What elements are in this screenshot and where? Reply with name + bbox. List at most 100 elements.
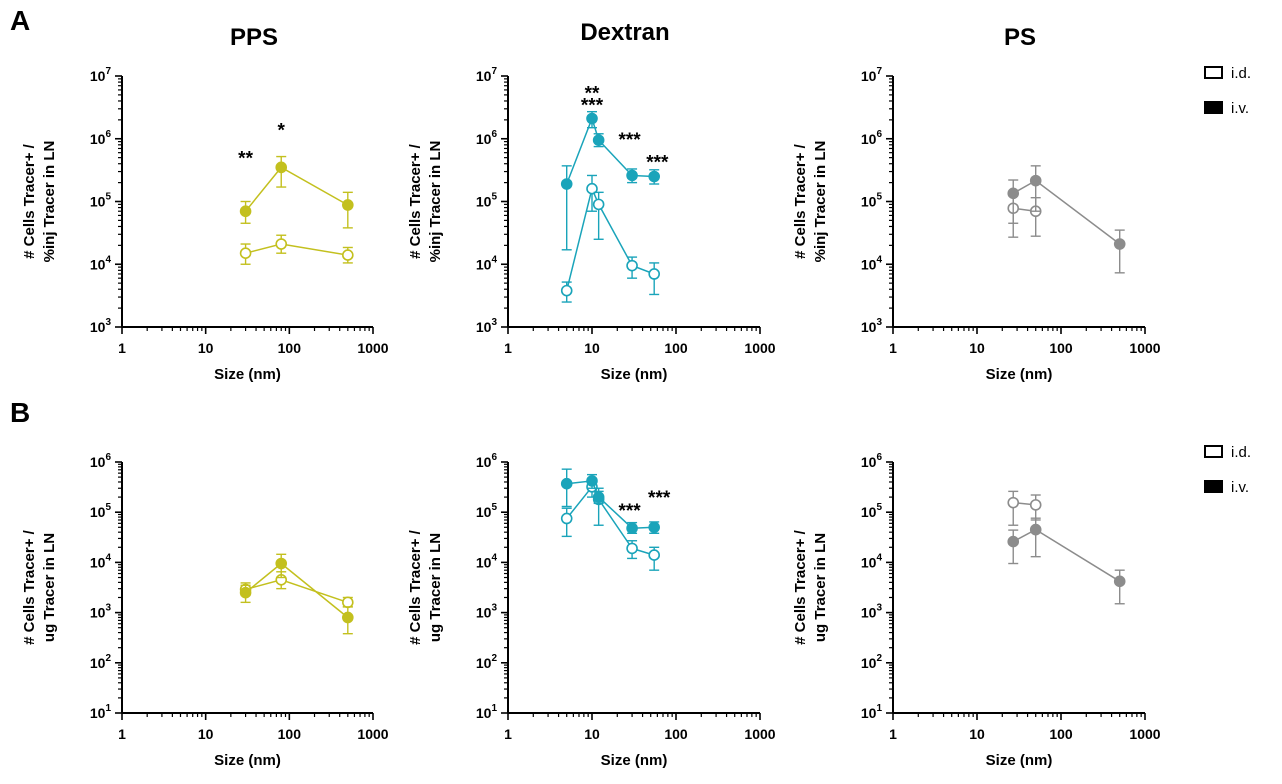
x-axis-title: Size (nm) — [601, 366, 668, 383]
legend-marker-filled — [1204, 101, 1223, 114]
data-point — [648, 170, 660, 183]
y-tick-exp: 6 — [876, 129, 882, 140]
y-tick-label: 106 — [90, 129, 112, 147]
column-title-ps: PS — [1004, 24, 1036, 51]
data-point — [560, 284, 573, 297]
x-tick-label: 10 — [198, 726, 214, 742]
y-axis-title-line-1: # Cells Tracer+ / — [407, 529, 424, 644]
series-iv — [239, 553, 354, 635]
y-tick-label: 104 — [476, 254, 498, 272]
y-tick-label: 101 — [861, 703, 883, 721]
y-tick-base: 10 — [476, 256, 492, 272]
y-tick-label: 104 — [861, 552, 883, 570]
y-tick-base: 10 — [476, 454, 492, 470]
y-axis-title-line-2: ug Tracer in LN — [41, 533, 58, 642]
data-point — [626, 169, 638, 182]
y-tick-exp: 6 — [105, 452, 111, 463]
y-tick-base: 10 — [861, 655, 877, 671]
legend-marker-filled — [1204, 480, 1223, 493]
legend-a: i.d. i.v. — [1204, 65, 1251, 117]
y-tick-base: 10 — [476, 605, 492, 621]
x-tick-label: 100 — [278, 726, 302, 742]
y-tick-exp: 7 — [105, 66, 111, 77]
y-tick-exp: 1 — [876, 703, 882, 714]
series-line — [245, 562, 349, 619]
data-point — [648, 549, 660, 561]
y-tick-exp: 1 — [105, 703, 111, 714]
y-tick-exp: 5 — [876, 192, 882, 203]
x-tick-label: 1 — [504, 726, 512, 742]
legend-label-id: i.d. — [1231, 65, 1251, 82]
x-axis-title: Size (nm) — [214, 366, 281, 383]
y-tick-base: 10 — [476, 194, 492, 210]
y-tick-exp: 4 — [876, 254, 882, 265]
y-tick-label: 101 — [90, 703, 112, 721]
x-tick-label: 10 — [584, 340, 600, 356]
y-tick-base: 10 — [861, 454, 877, 470]
y-tick-label: 105 — [90, 502, 112, 520]
y-tick-label: 106 — [861, 129, 883, 147]
y-tick-base: 10 — [90, 605, 106, 621]
series-id — [560, 174, 660, 303]
y-tick-exp: 6 — [491, 452, 497, 463]
y-tick-exp: 5 — [105, 192, 111, 203]
series-line — [566, 116, 655, 185]
data-point — [648, 521, 660, 534]
column-title-pps: PPS — [230, 24, 278, 51]
data-point — [560, 178, 573, 190]
series-line — [565, 186, 655, 291]
data-point — [626, 542, 638, 555]
series-line — [566, 485, 655, 556]
y-axis-title-line-1: # Cells Tracer+ / — [21, 143, 38, 258]
y-tick-exp: 6 — [491, 129, 497, 140]
y-tick-base: 10 — [861, 68, 877, 84]
y-tick-base: 10 — [476, 131, 492, 147]
y-tick-exp: 3 — [105, 317, 111, 328]
y-tick-base: 10 — [476, 68, 492, 84]
y-tick-label: 102 — [476, 653, 498, 671]
y-tick-base: 10 — [861, 319, 877, 335]
y-tick-label: 104 — [861, 254, 883, 272]
data-point — [626, 522, 638, 535]
data-point — [239, 247, 252, 260]
series-line — [566, 480, 655, 529]
y-tick-base: 10 — [476, 655, 492, 671]
series-line — [245, 579, 349, 604]
y-tick-base: 10 — [476, 504, 492, 520]
y-tick-label: 102 — [861, 653, 883, 671]
y-tick-exp: 4 — [876, 552, 882, 563]
y-tick-base: 10 — [476, 554, 492, 570]
y-tick-label: 105 — [90, 192, 112, 210]
y-axis-title-line-1: # Cells Tracer+ / — [792, 143, 809, 258]
y-tick-base: 10 — [476, 705, 492, 721]
significance-label: *** — [648, 488, 671, 509]
y-tick-exp: 3 — [876, 603, 882, 614]
x-tick-label: 100 — [664, 340, 688, 356]
y-tick-label: 106 — [90, 452, 112, 470]
y-tick-label: 104 — [90, 254, 112, 272]
x-tick-label: 1 — [118, 726, 126, 742]
legend-label-id: i.d. — [1231, 444, 1251, 461]
series-id — [239, 234, 354, 265]
data-point — [586, 182, 598, 195]
data-point — [239, 586, 252, 599]
x-tick-label: 1 — [118, 340, 126, 356]
y-tick-label: 101 — [476, 703, 498, 721]
series-iv — [560, 468, 660, 535]
data-point — [1007, 535, 1020, 548]
data-point — [342, 611, 354, 624]
x-tick-label: 100 — [1049, 340, 1073, 356]
x-tick-label: 1 — [504, 340, 512, 356]
y-tick-label: 102 — [90, 653, 112, 671]
x-tick-label: 10 — [969, 726, 985, 742]
y-tick-label: 107 — [476, 66, 498, 84]
y-tick-base: 10 — [90, 68, 106, 84]
x-tick-label: 1 — [889, 340, 897, 356]
y-tick-base: 10 — [861, 131, 877, 147]
y-tick-label: 105 — [476, 502, 498, 520]
